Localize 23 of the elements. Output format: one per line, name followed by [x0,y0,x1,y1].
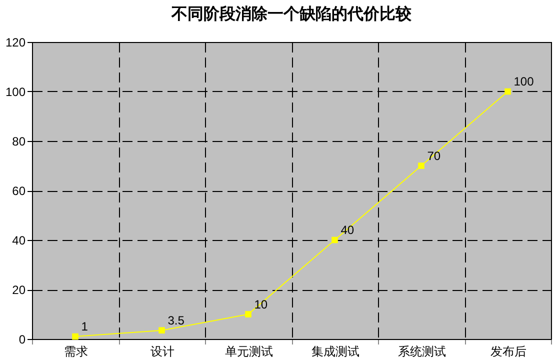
x-tick-label: 单元测试 [224,344,273,358]
y-tick-label: 40 [12,234,26,248]
data-label: 100 [514,74,534,88]
data-label: 3.5 [168,313,185,328]
x-tick-label: 集成测试 [311,344,360,358]
point [158,327,165,334]
x-tick-label: 系统测试 [398,344,446,358]
y-tick-label: 120 [5,36,26,50]
data-label: 1 [81,320,88,334]
point [418,162,424,169]
y-tick-label: 80 [12,134,26,148]
y-tick-label: 20 [12,283,26,297]
y-tick-label: 0 [18,332,26,346]
y-tick-label: 60 [12,184,26,198]
chart-title: 不同阶段消除一个缺陷的代价比较 [170,5,412,23]
x-tick-label: 发布后 [490,344,526,358]
y-tick-label: 100 [5,85,26,99]
point [504,88,511,95]
x-tick-label: 需求 [64,344,88,358]
point [72,333,78,340]
x-tick-label: 设计 [150,344,174,358]
point [332,236,338,244]
point [245,311,252,318]
